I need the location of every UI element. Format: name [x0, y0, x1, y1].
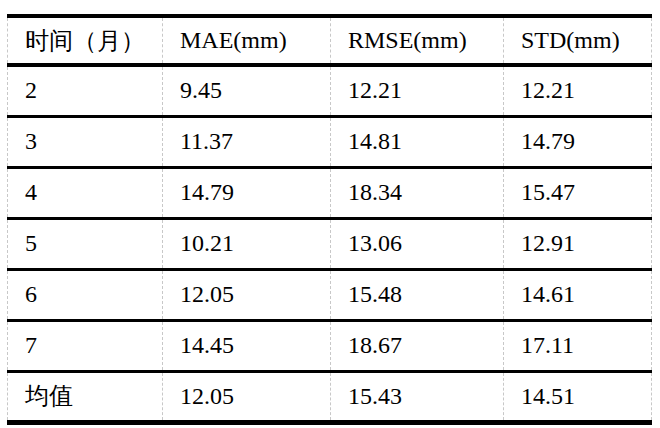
table-cell: 4	[8, 167, 163, 218]
header-cell-rmse: RMSE(mm)	[331, 16, 504, 65]
table-cell: 12.05	[163, 371, 331, 422]
table-cell: 13.06	[331, 218, 504, 269]
table-cell: 5	[8, 218, 163, 269]
table-cell: 18.34	[331, 167, 504, 218]
table-row: 7 14.45 18.67 17.11	[8, 320, 652, 371]
header-cell-mae: MAE(mm)	[163, 16, 331, 65]
table-cell: 2	[8, 65, 163, 116]
table-cell: 7	[8, 320, 163, 371]
table-cell: 9.45	[163, 65, 331, 116]
table-row: 3 11.37 14.81 14.79	[8, 116, 652, 167]
table-cell: 14.79	[163, 167, 331, 218]
header-cell-time: 时间（月）	[8, 16, 163, 65]
table-cell: 12.21	[331, 65, 504, 116]
table-cell: 14.81	[331, 116, 504, 167]
table-cell: 12.21	[504, 65, 652, 116]
header-row: 时间（月） MAE(mm) RMSE(mm) STD(mm)	[8, 16, 652, 65]
table-cell: 6	[8, 269, 163, 320]
table-cell: 14.51	[504, 371, 652, 422]
table-cell: 15.48	[331, 269, 504, 320]
table-body: 2 9.45 12.21 12.21 3 11.37 14.81 14.79 4…	[8, 65, 652, 422]
table-cell: 14.45	[163, 320, 331, 371]
header-cell-std: STD(mm)	[504, 16, 652, 65]
table-row-mean: 均值 12.05 15.43 14.51	[8, 371, 652, 422]
table-cell: 15.47	[504, 167, 652, 218]
table-cell: 11.37	[163, 116, 331, 167]
table-cell: 15.43	[331, 371, 504, 422]
table-row: 2 9.45 12.21 12.21	[8, 65, 652, 116]
table-row: 5 10.21 13.06 12.91	[8, 218, 652, 269]
table-cell: 14.61	[504, 269, 652, 320]
table-header: 时间（月） MAE(mm) RMSE(mm) STD(mm)	[8, 16, 652, 65]
table-cell: 3	[8, 116, 163, 167]
table-cell: 18.67	[331, 320, 504, 371]
table-cell: 12.91	[504, 218, 652, 269]
table-cell: 17.11	[504, 320, 652, 371]
table-cell: 均值	[8, 371, 163, 422]
table-cell: 14.79	[504, 116, 652, 167]
table-cell: 10.21	[163, 218, 331, 269]
table-row: 6 12.05 15.48 14.61	[8, 269, 652, 320]
metrics-table: 时间（月） MAE(mm) RMSE(mm) STD(mm) 2 9.45 12…	[7, 14, 652, 425]
page-background: 时间（月） MAE(mm) RMSE(mm) STD(mm) 2 9.45 12…	[0, 0, 660, 428]
table-row: 4 14.79 18.34 15.47	[8, 167, 652, 218]
table-cell: 12.05	[163, 269, 331, 320]
